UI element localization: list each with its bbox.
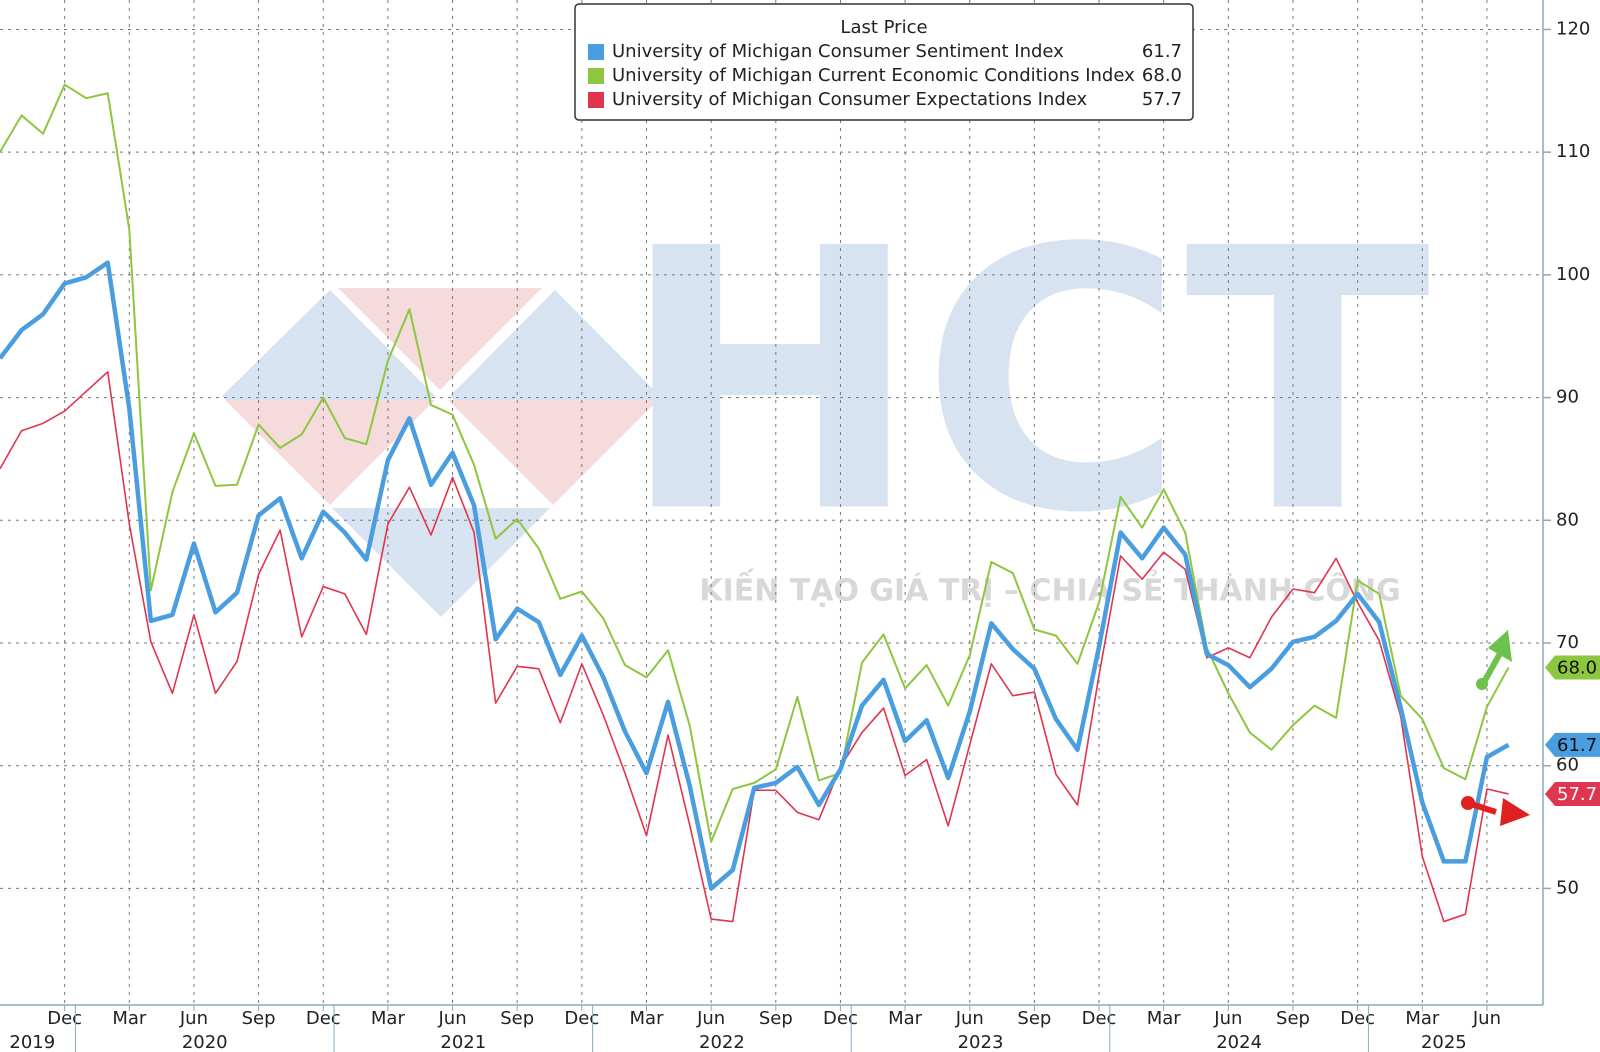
x-tick-label: Mar [630, 1008, 665, 1029]
y-tick-label: 120 [1556, 18, 1590, 39]
x-tick-label: Dec [47, 1008, 82, 1029]
x-tick-label: Dec [306, 1008, 341, 1029]
logo-diamond [450, 290, 660, 502]
x-tick-label: Sep [500, 1008, 534, 1029]
series-line [0, 260, 1510, 891]
year-label: 2020 [182, 1032, 228, 1052]
lines [0, 83, 1510, 923]
year-label: 2022 [699, 1032, 745, 1052]
last-value-label: 57.7 [1557, 784, 1597, 805]
x-tick-label: Jun [1472, 1008, 1501, 1029]
down-arrow-dot [1461, 796, 1475, 810]
year-label: 2023 [958, 1032, 1004, 1052]
last-value-label: 61.7 [1557, 735, 1597, 756]
x-tick-label: Sep [759, 1008, 793, 1029]
last-value-label: 68.0 [1557, 658, 1597, 679]
legend-swatch [588, 68, 604, 84]
x-tick-label: Jun [179, 1008, 208, 1029]
down-arrow-head [1500, 798, 1530, 826]
x-tick-label: Sep [1017, 1008, 1051, 1029]
last-value-tag [1545, 732, 1600, 757]
x-tick-label: Jun [955, 1008, 984, 1029]
y-tick-label: 110 [1556, 141, 1590, 162]
y-tick-label: 90 [1556, 387, 1579, 408]
y-tick-label: 80 [1556, 509, 1579, 530]
legend-label: University of Michigan Consumer Expectat… [612, 89, 1088, 110]
x-tick-label: Mar [1147, 1008, 1182, 1029]
up-arrow-shaft [1481, 648, 1505, 684]
x-tick-label: Dec [1340, 1008, 1375, 1029]
x-tick-label: Dec [564, 1008, 599, 1029]
year-label: 2025 [1421, 1032, 1467, 1052]
watermark-tagline: KIẾN TẠO GIÁ TRỊ – CHIA SẺ THÀNH CÔNG [699, 569, 1400, 609]
logo-diamond [448, 400, 658, 505]
logo-diamond [222, 290, 435, 502]
last-value-tag [1545, 781, 1600, 806]
legend-title: Last Price [840, 17, 927, 38]
legend-value: 61.7 [1142, 41, 1182, 62]
year-label: 2021 [440, 1032, 486, 1052]
logo-diamond [338, 288, 542, 390]
legend-label: University of Michigan Consumer Sentimen… [612, 41, 1064, 62]
watermark: HCT [222, 172, 1432, 617]
legend-label: University of Michigan Current Economic … [612, 65, 1135, 86]
x-tick-label: Dec [823, 1008, 858, 1029]
arrows [1461, 630, 1530, 826]
y-tick-label: 60 [1556, 755, 1579, 776]
logo-text: HCT [619, 172, 1432, 591]
logo-diamond [225, 400, 435, 505]
x-tick-label: Sep [1276, 1008, 1310, 1029]
year-label: 2024 [1216, 1032, 1262, 1052]
up-arrow-dot [1476, 678, 1488, 690]
x-tick-label: Mar [371, 1008, 406, 1029]
x-tick-label: Mar [112, 1008, 147, 1029]
up-arrow-head [1488, 630, 1512, 662]
x-tick-label: Jun [437, 1008, 466, 1029]
x-tick-label: Jun [696, 1008, 725, 1029]
year-label: 2019 [9, 1032, 55, 1052]
y-tick-label: 50 [1556, 877, 1579, 898]
x-tick-label: Mar [1405, 1008, 1440, 1029]
legend-value: 57.7 [1142, 89, 1182, 110]
series-line [0, 83, 1510, 843]
legend-value: 68.0 [1142, 65, 1182, 86]
x-tick-label: Jun [1213, 1008, 1242, 1029]
x-tick-label: Sep [242, 1008, 276, 1029]
legend-swatch [588, 44, 604, 60]
x-tick-label: Dec [1082, 1008, 1117, 1029]
legend: Last Price University of Michigan Consum… [574, 3, 1194, 121]
legend-swatch [588, 92, 604, 108]
last-value-tag [1545, 655, 1600, 680]
y-tick-label: 70 [1556, 632, 1579, 653]
x-tick-label: Mar [888, 1008, 923, 1029]
y-tick-label: 100 [1556, 264, 1590, 285]
legend-box [574, 3, 1194, 121]
